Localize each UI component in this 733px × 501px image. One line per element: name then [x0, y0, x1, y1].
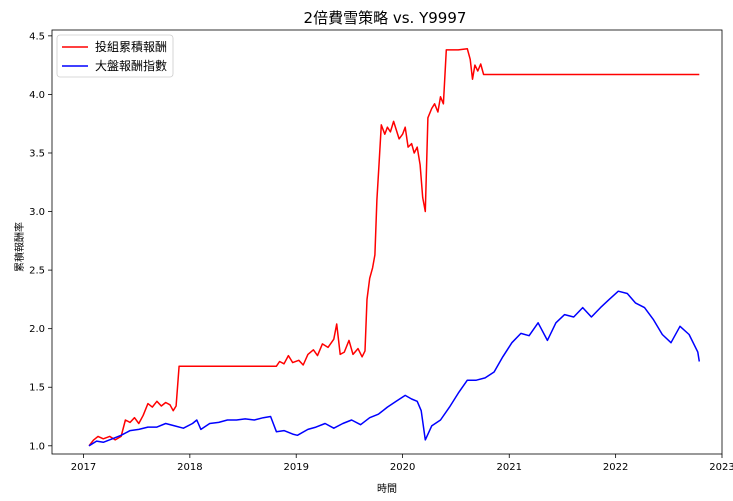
plot-frame — [51, 29, 723, 455]
y-tick-label: 3.5 — [29, 148, 45, 159]
y-tick-label: 1.0 — [29, 441, 45, 452]
series-layer — [88, 47, 701, 447]
x-tick-label: 2023 — [709, 462, 733, 473]
legend-label-portfolio: 投組累積報酬 — [95, 39, 167, 54]
y-axis-label: 累積報酬率 — [13, 222, 26, 272]
x-axis: 2017 2018 2019 2020 2021 2022 2023 — [71, 454, 733, 473]
x-tick-label: 2021 — [497, 462, 522, 473]
x-axis-label: 時間 — [377, 483, 397, 495]
legend-label-market: 大盤報酬指數 — [95, 58, 167, 73]
x-tick-label: 2018 — [177, 462, 202, 473]
x-tick-label: 2022 — [603, 462, 628, 473]
y-tick-label: 4.0 — [29, 90, 45, 101]
y-tick-label: 2.5 — [29, 266, 45, 277]
chart-title: 2倍費雪策略 vs. Y9997 — [304, 9, 467, 27]
y-tick-label: 4.5 — [29, 31, 45, 42]
y-tick-label: 3.0 — [29, 207, 45, 218]
series-line-portfolio — [88, 47, 700, 447]
x-tick-label: 2020 — [390, 462, 415, 473]
legend: 投組累積報酬 大盤報酬指數 — [56, 34, 174, 78]
x-tick-label: 2017 — [71, 462, 96, 473]
y-tick-label: 2.0 — [29, 324, 45, 335]
series-line-market — [88, 290, 701, 447]
x-tick-label: 2019 — [283, 462, 308, 473]
y-axis: 1.0 1.5 2.0 2.5 3.0 3.5 4.0 4.5 — [29, 31, 52, 452]
y-tick-label: 1.5 — [29, 383, 45, 394]
